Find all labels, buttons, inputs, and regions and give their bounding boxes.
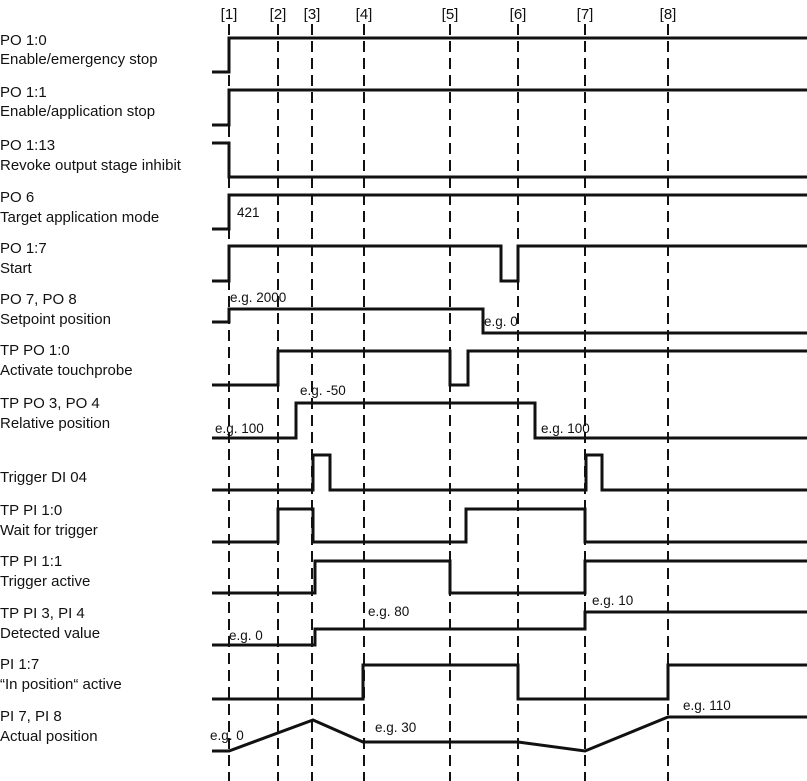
signal-description: Target application mode (0, 209, 159, 226)
signal-name: PI 1:7 (0, 656, 39, 673)
value-annotation: e.g. 2000 (230, 290, 286, 305)
signal-label-tp-po-3-4: TP PO 3, PO 4 Relative position (0, 395, 110, 432)
signal-name: TP PO 1:0 (0, 342, 70, 359)
signal-label-po-1-13: PO 1:13 Revoke output stage inhibit (0, 137, 182, 174)
waveform-tp-po-1-0 (212, 349, 807, 387)
value-annotation: e.g. 100 (215, 421, 264, 436)
value-annotation: e.g. 110 (683, 698, 731, 713)
waveform-po-6 (212, 193, 807, 231)
signal-description: Relative position (0, 415, 110, 432)
signal-label-tp-pi-3-4: TP PI 3, PI 4 Detected value (0, 605, 100, 642)
value-annotation: e.g. 80 (368, 604, 409, 619)
signal-label-tp-pi-1-0: TP PI 1:0 Wait for trigger (0, 502, 98, 539)
value-annotation: e.g. 0 (484, 314, 518, 329)
signal-description: Enable/emergency stop (0, 51, 158, 68)
waveform-tp-po-3-4 (212, 401, 807, 440)
signal-name: PO 6 (0, 189, 34, 206)
signal-label-po-1-0: PO 1:0 Enable/emergency stop (0, 32, 158, 68)
signal-name: PO 1:13 (0, 137, 55, 154)
signal-description: Enable/application stop (0, 103, 155, 120)
signal-label-po-1-7: PO 1:7 Start (0, 240, 47, 277)
waveform-pi-7-8 (212, 715, 807, 753)
signal-name: PI 7, PI 8 (0, 708, 62, 725)
waveform-tp-pi-3-4 (212, 610, 807, 647)
marker-label: [2] (270, 6, 287, 23)
signal-name: TP PI 1:1 (0, 553, 62, 570)
value-annotation: e.g. 100 (541, 421, 590, 436)
waveform-po-7-8 (212, 307, 807, 335)
signal-name: TP PI 3, PI 4 (0, 605, 85, 622)
waveform-po-1-1 (212, 88, 807, 127)
signal-label-pi-1-7: PI 1:7 “In position“ active (0, 656, 122, 693)
marker-label: [4] (356, 6, 373, 23)
signal-description: Activate touchprobe (0, 362, 133, 379)
signal-description: Start (0, 260, 33, 277)
signal-label-trigger-di-04: Trigger DI 04 (0, 469, 87, 486)
signal-label-tp-po-1-0: TP PO 1:0 Activate touchprobe (0, 342, 133, 379)
marker-label: [6] (510, 6, 527, 23)
value-annotation: e.g. 0 (229, 628, 263, 643)
signal-name: PO 7, PO 8 (0, 291, 77, 308)
signal-description: Trigger active (0, 573, 90, 590)
signal-name: TP PI 1:0 (0, 502, 62, 519)
signal-description: Setpoint position (0, 311, 111, 328)
value-annotation: e.g. -50 (300, 383, 346, 398)
signal-name: PO 1:7 (0, 240, 47, 257)
signal-label-po-7-8: PO 7, PO 8 Setpoint position (0, 291, 111, 328)
signal-label-tp-pi-1-1: TP PI 1:1 Trigger active (0, 553, 90, 590)
waveform-po-1-0 (212, 36, 807, 74)
waveform-po-1-13 (212, 141, 807, 179)
value-annotation: e.g. 30 (375, 720, 416, 735)
signal-description: Wait for trigger (0, 522, 98, 539)
signal-description: Revoke output stage inhibit (0, 157, 182, 174)
marker-label: [3] (304, 6, 321, 23)
signal-name: PO 1:1 (0, 84, 47, 101)
marker-label: [7] (577, 6, 594, 23)
waveform-tp-pi-1-0 (212, 507, 807, 544)
signal-description: Detected value (0, 625, 100, 642)
marker-label: [1] (221, 6, 238, 23)
waveform-tp-pi-1-1 (212, 559, 807, 595)
marker-label: [5] (442, 6, 459, 23)
signal-name: PO 1:0 (0, 32, 47, 49)
signal-label-po-1-1: PO 1:1 Enable/application stop (0, 84, 155, 120)
signal-name: TP PO 3, PO 4 (0, 395, 100, 412)
marker-label: [8] (660, 6, 677, 23)
waveform-po-1-7 (212, 244, 807, 283)
signal-label-po-6: PO 6 Target application mode (0, 189, 159, 226)
signal-description: Actual position (0, 728, 98, 745)
waveform-pi-1-7 (212, 663, 807, 701)
signal-label-pi-7-8: PI 7, PI 8 Actual position (0, 708, 98, 745)
signal-description: “In position“ active (0, 676, 122, 693)
value-annotation: e.g. 10 (592, 593, 633, 608)
value-annotation: 421 (237, 205, 260, 220)
signal-name: Trigger DI 04 (0, 469, 87, 486)
waveform-trigger-di-04 (212, 453, 807, 492)
value-annotation: e.g. 0 (210, 728, 244, 743)
